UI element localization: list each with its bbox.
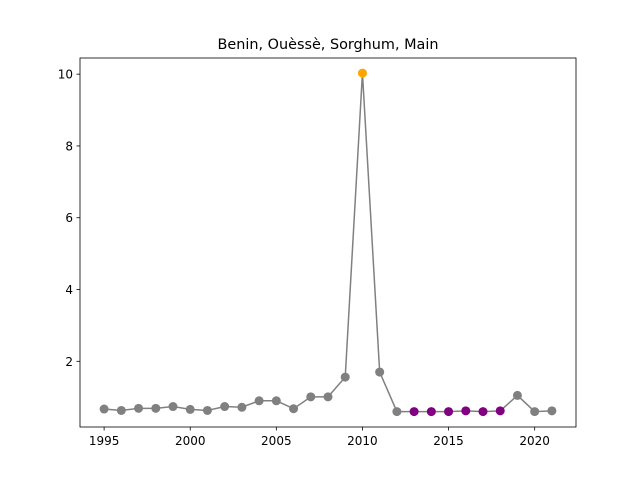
x-tick-label: 2005 bbox=[261, 434, 292, 448]
data-point bbox=[151, 403, 161, 413]
y-axis: 2 4 6 8 10 bbox=[58, 68, 80, 369]
x-tick-label: 2010 bbox=[347, 434, 378, 448]
x-axis: 1995 2000 2005 2010 2015 2020 bbox=[89, 427, 550, 448]
data-point bbox=[547, 406, 557, 416]
data-point bbox=[512, 390, 522, 400]
chart-title: Benin, Ouèssè, Sorghum, Main bbox=[218, 37, 439, 53]
data-point bbox=[134, 403, 144, 413]
x-tick-label: 1995 bbox=[89, 434, 120, 448]
data-point bbox=[478, 407, 488, 417]
data-point bbox=[461, 406, 471, 416]
data-point bbox=[271, 396, 281, 406]
data-point bbox=[202, 405, 212, 415]
data-point bbox=[220, 402, 230, 412]
y-tick-label: 6 bbox=[65, 211, 73, 225]
data-point bbox=[392, 407, 402, 417]
data-point bbox=[185, 404, 195, 414]
x-tick-label: 2020 bbox=[519, 434, 550, 448]
x-tick-label: 2000 bbox=[175, 434, 206, 448]
y-tick-label: 10 bbox=[58, 68, 73, 82]
data-point bbox=[237, 402, 247, 412]
data-point bbox=[254, 396, 264, 406]
data-point bbox=[409, 407, 419, 417]
data-point bbox=[495, 406, 505, 416]
data-point bbox=[306, 392, 316, 402]
data-point bbox=[530, 407, 540, 417]
plot-area bbox=[99, 68, 557, 417]
data-point bbox=[116, 405, 126, 415]
data-point bbox=[99, 404, 109, 414]
x-tick-label: 2015 bbox=[433, 434, 464, 448]
data-point bbox=[340, 372, 350, 382]
y-tick-label: 2 bbox=[65, 355, 73, 369]
y-tick-label: 4 bbox=[65, 283, 73, 297]
data-point bbox=[357, 68, 367, 78]
data-point bbox=[444, 407, 454, 417]
series-line bbox=[104, 73, 552, 413]
y-tick-label: 8 bbox=[65, 139, 73, 153]
plot-frame bbox=[79, 57, 577, 428]
data-point bbox=[289, 404, 299, 414]
data-point bbox=[426, 407, 436, 417]
data-point bbox=[375, 367, 385, 377]
data-point bbox=[168, 402, 178, 412]
data-point bbox=[323, 392, 333, 402]
